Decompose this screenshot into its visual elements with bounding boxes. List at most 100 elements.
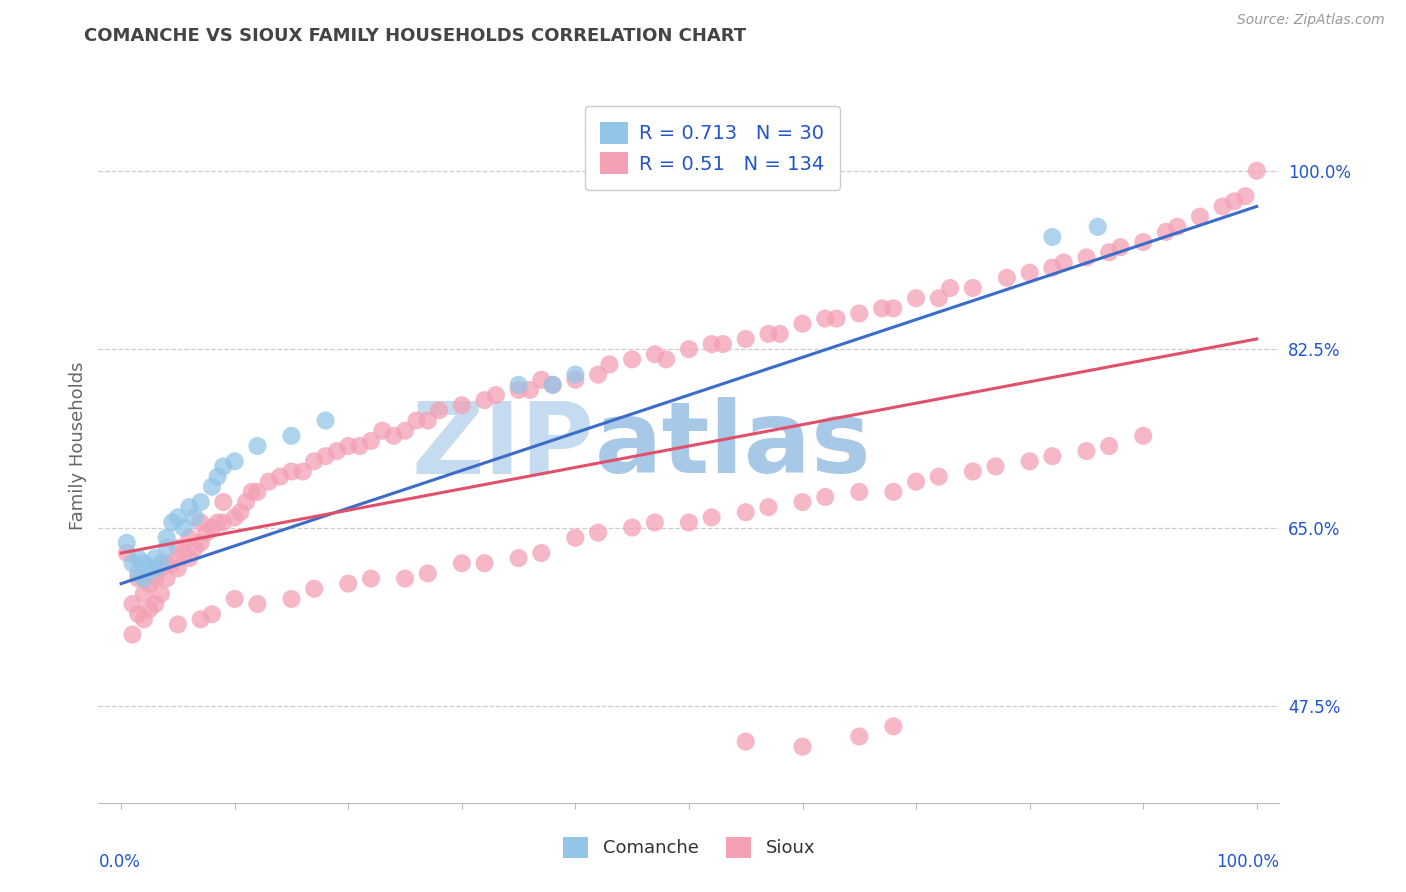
Point (127, 607, 149, 622)
Point (508, 377, 530, 392)
Point (882, 484, 904, 499)
Point (162, 516, 183, 530)
Point (149, 587, 172, 601)
Point (371, 424, 394, 438)
Point (167, 561, 190, 575)
Point (450, 398, 472, 412)
Point (173, 520, 195, 534)
Point (360, 434, 382, 448)
Point (848, 306, 870, 320)
Point (508, 551, 530, 566)
Point (155, 531, 177, 545)
Point (132, 556, 155, 570)
Point (143, 597, 166, 611)
Point (138, 561, 160, 575)
Point (201, 607, 224, 622)
Point (138, 576, 160, 591)
Point (1109, 240, 1132, 254)
Point (586, 368, 609, 382)
Point (115, 546, 138, 560)
Point (201, 480, 224, 494)
Point (711, 337, 734, 351)
Point (1018, 266, 1040, 280)
Point (269, 469, 291, 483)
Point (792, 317, 814, 331)
Point (1076, 251, 1098, 265)
Point (162, 556, 183, 570)
Point (179, 531, 201, 545)
Point (655, 352, 678, 367)
Point (792, 739, 814, 754)
Point (792, 495, 814, 509)
Text: 100.0%: 100.0% (1216, 853, 1279, 871)
Point (291, 465, 314, 479)
Point (769, 326, 792, 341)
Point (229, 505, 252, 519)
Point (905, 291, 928, 305)
Point (1246, 163, 1268, 178)
Point (1223, 194, 1246, 209)
Point (190, 516, 212, 530)
Point (190, 612, 212, 626)
Point (179, 551, 201, 566)
Point (212, 495, 235, 509)
Point (1018, 454, 1040, 468)
Point (939, 281, 962, 295)
Point (474, 556, 496, 570)
Point (1132, 429, 1154, 443)
Point (132, 612, 155, 626)
Point (758, 500, 780, 515)
Point (207, 516, 229, 530)
Point (302, 454, 325, 468)
Point (184, 510, 207, 524)
Y-axis label: Family Households: Family Households (69, 362, 87, 530)
Point (1098, 439, 1121, 453)
Point (962, 465, 984, 479)
Point (121, 597, 143, 611)
Point (644, 516, 666, 530)
Point (132, 587, 155, 601)
Point (1188, 210, 1211, 224)
Point (678, 516, 700, 530)
Point (405, 413, 427, 427)
Point (115, 536, 138, 550)
Point (474, 393, 496, 408)
Text: Source: ZipAtlas.com: Source: ZipAtlas.com (1237, 13, 1385, 28)
Point (155, 572, 177, 586)
Point (190, 536, 212, 550)
Point (212, 459, 235, 474)
Point (700, 337, 723, 351)
Point (132, 572, 155, 586)
Point (848, 730, 870, 744)
Point (882, 301, 904, 316)
Point (224, 510, 246, 524)
Point (870, 301, 893, 316)
Point (143, 551, 166, 566)
Point (734, 332, 756, 346)
Point (530, 546, 553, 560)
Point (212, 516, 235, 530)
Point (598, 358, 620, 372)
Legend: Comanche, Sioux: Comanche, Sioux (555, 830, 823, 865)
Point (224, 591, 246, 606)
Point (814, 490, 837, 504)
Point (143, 572, 166, 586)
Point (450, 556, 472, 570)
Point (280, 465, 302, 479)
Point (246, 484, 269, 499)
Point (190, 495, 212, 509)
Text: 0.0%: 0.0% (98, 853, 141, 871)
Point (621, 520, 644, 534)
Point (257, 475, 280, 489)
Point (167, 617, 190, 632)
Point (382, 429, 405, 443)
Point (167, 541, 190, 555)
Point (995, 270, 1018, 285)
Point (734, 734, 756, 748)
Point (246, 597, 269, 611)
Text: ZIP: ZIP (412, 398, 595, 494)
Point (149, 556, 172, 570)
Point (394, 424, 416, 438)
Point (337, 439, 360, 453)
Point (121, 556, 143, 570)
